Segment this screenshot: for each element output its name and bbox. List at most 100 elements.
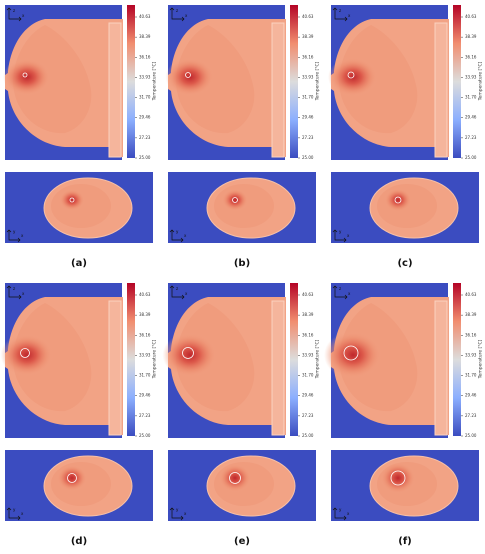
colorbar-tick-label: 38.39	[465, 312, 477, 317]
colorbar-tick-label: 38.39	[302, 312, 314, 317]
colorbar-label: Temperature [°C]	[152, 61, 158, 101]
axis-letter: x	[185, 291, 188, 296]
colorbar-tick-label: 38.39	[302, 34, 314, 39]
colorbar-tick-label: 38.39	[139, 34, 151, 39]
axis-letter: x	[347, 511, 350, 516]
axis-letter: x	[21, 233, 24, 238]
panel: z x 40.63 38.39 36.16 33.93 31.70 29.46 27.23 25.…	[0, 283, 158, 547]
colorbar-tick-label: 27.23	[302, 135, 314, 140]
colorbar-tick-label: 31.70	[139, 373, 151, 378]
hot-spot	[218, 463, 252, 493]
tumor	[182, 347, 194, 359]
chest-wall	[271, 300, 285, 436]
colorbar-tick-label: 40.63	[139, 292, 151, 297]
axis-letter: x	[184, 233, 187, 238]
axis-letter: y	[339, 507, 342, 512]
axis-letter: y	[176, 507, 179, 512]
axis-letter: x	[185, 13, 188, 18]
axis-letter: x	[22, 13, 25, 18]
axis-letter: z	[13, 286, 15, 291]
colorbar-tick-label: 40.63	[465, 292, 477, 297]
colorbar-tick-label: 27.23	[302, 413, 314, 418]
tumor	[67, 473, 77, 483]
top-view: yx	[168, 450, 316, 521]
hot-spot	[59, 189, 85, 211]
panel-label: (c)	[397, 258, 412, 269]
colorbar-tick-label: 40.63	[302, 292, 314, 297]
tumor	[232, 197, 238, 203]
colorbar-tick-label: 33.93	[465, 352, 477, 357]
axis-letter: x	[184, 511, 187, 516]
colorbar-tick-label: 36.16	[302, 332, 314, 337]
colorbar-tick-label: 29.46	[465, 393, 477, 398]
colorbar-tick-label: 33.93	[139, 352, 151, 357]
tumor	[20, 348, 30, 358]
axis-glyph	[169, 285, 185, 300]
axis-letter: x	[348, 13, 351, 18]
axis-glyph	[169, 229, 184, 243]
colorbar-tick-label: 38.39	[465, 34, 477, 39]
hot-spot	[384, 188, 412, 212]
hot-spot	[162, 332, 218, 378]
axis-glyph	[332, 229, 347, 243]
hot-spot	[324, 331, 382, 379]
colorbar-tick-label: 36.16	[302, 54, 314, 59]
axis-glyph	[169, 7, 185, 22]
colorbar-tick-label: 36.16	[465, 332, 477, 337]
tumor	[394, 196, 402, 204]
colorbar-tick-label: 29.46	[139, 393, 151, 398]
colorbar-tick-label: 27.23	[139, 135, 151, 140]
hot-spot	[56, 464, 88, 492]
chest-wall	[434, 300, 448, 436]
tumor	[22, 72, 28, 78]
colorbar-label: Temperature [°C]	[152, 339, 158, 379]
colorbar-tick-label: 27.23	[465, 413, 477, 418]
colorbar-tick-label: 36.16	[139, 54, 151, 59]
tumor	[343, 345, 359, 361]
colorbar-tick-label: 25.00	[139, 155, 151, 160]
tumor	[347, 71, 355, 79]
tumor	[69, 197, 75, 203]
colorbar-tick-label: 38.39	[139, 312, 151, 317]
colorbar-tick-label: 25.00	[465, 433, 477, 438]
colorbar	[453, 283, 461, 436]
colorbar-tick-label: 25.00	[302, 433, 314, 438]
colorbar-tick-label: 29.46	[465, 115, 477, 120]
axis-glyph	[169, 507, 184, 521]
colorbar-tick-label: 25.00	[302, 155, 314, 160]
hot-spot	[3, 58, 51, 96]
colorbar-tick-label: 27.23	[139, 413, 151, 418]
colorbar-tick-label: 25.00	[465, 155, 477, 160]
axis-letter: y	[13, 507, 16, 512]
panel-label: (a)	[71, 258, 87, 269]
colorbar-tick-label: 27.23	[465, 135, 477, 140]
top-view: yx	[5, 450, 153, 521]
colorbar	[290, 283, 298, 436]
colorbar-tick-label: 31.70	[302, 373, 314, 378]
colorbar-tick-label: 36.16	[139, 332, 151, 337]
colorbar	[127, 283, 135, 436]
colorbar-tick-label: 29.46	[302, 115, 314, 120]
axis-letter: x	[348, 291, 351, 296]
axis-glyph	[6, 507, 21, 521]
chest-wall	[108, 300, 122, 436]
axis-letter: z	[176, 8, 178, 13]
axis-letter: z	[13, 8, 15, 13]
axis-glyph	[6, 7, 22, 22]
panel-label: (b)	[234, 258, 250, 269]
hot-spot	[221, 188, 249, 212]
panel: z x 40.63 38.39 36.16 33.93 31.70 29.46 27.23 25.…	[324, 283, 484, 547]
colorbar	[453, 5, 461, 158]
hot-spot	[380, 462, 416, 494]
top-view: yx	[331, 172, 479, 243]
axis-letter: x	[22, 291, 25, 296]
axis-letter: x	[347, 233, 350, 238]
colorbar-tick-label: 40.63	[139, 14, 151, 19]
panel-label: (f)	[398, 536, 412, 547]
chest-wall	[108, 22, 122, 158]
top-view: yx	[331, 450, 479, 521]
chest-wall	[434, 22, 448, 158]
colorbar-tick-label: 40.63	[465, 14, 477, 19]
colorbar-tick-label: 40.63	[302, 14, 314, 19]
